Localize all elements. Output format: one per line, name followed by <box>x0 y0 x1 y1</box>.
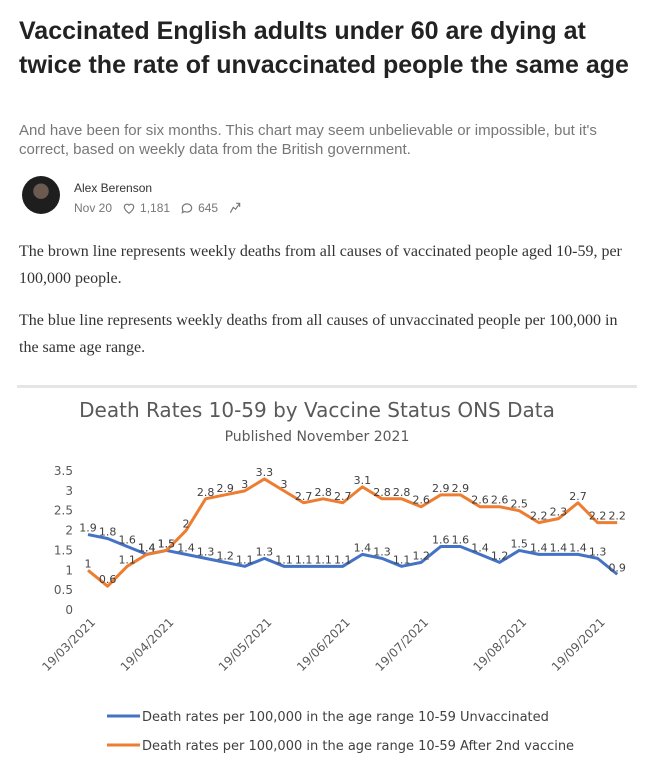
y-tick-label: 0 <box>65 603 73 617</box>
x-tick-label: 19/03/2021 <box>39 615 98 674</box>
chart-subtitle: Published November 2021 <box>225 429 410 445</box>
article-title: Vaccinated English adults under 60 are d… <box>19 17 629 79</box>
post-date: Nov 20 <box>74 201 113 215</box>
data-label: 3 <box>241 478 248 491</box>
data-label: 1.4 <box>530 541 548 554</box>
data-label: 1.1 <box>118 553 136 566</box>
like-icon[interactable] <box>122 201 136 215</box>
y-tick-label: 3 <box>65 484 73 498</box>
paragraph: The brown line represents weekly deaths … <box>19 243 622 287</box>
data-label: 2.2 <box>589 510 607 523</box>
author-name[interactable]: Alex Berenson <box>74 181 153 195</box>
data-label: 1.5 <box>158 537 176 550</box>
x-tick-label: 19/04/2021 <box>118 615 177 674</box>
data-label: 2.7 <box>334 490 352 503</box>
author-avatar[interactable] <box>22 176 60 214</box>
data-label: 1.5 <box>510 537 528 550</box>
series-line <box>87 533 619 576</box>
y-tick-label: 3.5 <box>54 464 73 478</box>
chart-top-border <box>17 385 637 388</box>
data-label: 2.2 <box>608 510 626 523</box>
post-meta: Nov 20 1,181 645 <box>74 201 242 215</box>
data-label: 1.3 <box>589 545 607 558</box>
data-label: 1.3 <box>373 545 391 558</box>
data-label: 2.5 <box>510 498 528 511</box>
data-label: 2.7 <box>569 490 587 503</box>
data-label: 2.8 <box>373 486 391 499</box>
paragraph: The blue line represents weekly deaths f… <box>19 312 618 356</box>
y-tick-label: 2.5 <box>54 504 73 518</box>
comment-count: 645 <box>198 201 219 215</box>
chart: Death Rates 10-59 by Vaccine Status ONS … <box>17 385 637 754</box>
data-label: 1.9 <box>79 522 97 535</box>
data-label: 2.9 <box>432 482 450 495</box>
data-label: 1.4 <box>569 541 587 554</box>
y-tick-label: 2 <box>65 524 73 538</box>
data-label: 3.3 <box>256 466 274 479</box>
data-label: 2.6 <box>412 494 430 507</box>
data-label: 2.8 <box>314 486 332 499</box>
data-label: 1.3 <box>197 545 215 558</box>
share-icon[interactable] <box>228 201 242 215</box>
y-tick-label: 0.5 <box>54 583 73 597</box>
data-label: 2.3 <box>550 506 568 519</box>
data-label: 2.8 <box>393 486 411 499</box>
data-label: 2.8 <box>197 486 215 499</box>
data-label: 1 <box>85 557 92 570</box>
x-tick-label: 19/06/2021 <box>294 615 353 674</box>
data-label: 1.4 <box>138 541 156 554</box>
y-tick-label: 1 <box>65 563 73 577</box>
x-tick-label: 19/05/2021 <box>216 615 275 674</box>
data-label: 2.9 <box>452 482 470 495</box>
data-label: 2 <box>183 518 190 531</box>
data-label: 2.7 <box>295 490 313 503</box>
data-label: 1.4 <box>138 541 156 554</box>
data-label: 2.9 <box>216 482 234 495</box>
data-label: 2.6 <box>471 494 489 507</box>
x-tick-label: 19/09/2021 <box>549 615 608 674</box>
data-label: 1.1 <box>334 553 352 566</box>
data-label: 2.6 <box>491 494 509 507</box>
data-label: 1.4 <box>177 541 195 554</box>
legend-label: Death rates per 100,000 in the age range… <box>142 739 574 754</box>
data-label: 1.8 <box>99 526 117 539</box>
data-label: 1.6 <box>452 533 470 546</box>
data-label: 1.1 <box>275 553 293 566</box>
data-label: 1.4 <box>550 541 568 554</box>
data-label: 0.9 <box>608 561 626 574</box>
data-label: 1.4 <box>471 541 489 554</box>
like-count: 1,181 <box>140 201 171 215</box>
data-label: 1.2 <box>216 549 234 562</box>
comment-icon[interactable] <box>180 201 194 215</box>
data-label: 3 <box>281 478 288 491</box>
x-tick-label: 19/07/2021 <box>373 615 432 674</box>
y-tick-label: 1.5 <box>54 543 73 557</box>
data-label: 1.6 <box>118 533 136 546</box>
x-tick-label: 19/08/2021 <box>471 615 530 674</box>
data-label: 0.6 <box>99 573 117 586</box>
chart-title: Death Rates 10-59 by Vaccine Status ONS … <box>79 398 555 422</box>
article-subtitle: And have been for six months. This chart… <box>19 122 597 158</box>
series-line <box>87 477 618 588</box>
data-label: 2.2 <box>530 510 548 523</box>
legend-label: Death rates per 100,000 in the age range… <box>142 710 549 725</box>
data-label: 1.1 <box>295 553 313 566</box>
data-label: 1.1 <box>314 553 332 566</box>
data-label: 1.1 <box>393 553 411 566</box>
data-label: 1.6 <box>432 533 450 546</box>
data-label: 3.1 <box>354 474 372 487</box>
data-label: 1.2 <box>412 549 430 562</box>
data-label: 1.1 <box>236 553 254 566</box>
data-label: 1.4 <box>354 541 372 554</box>
data-label: 1.2 <box>491 549 509 562</box>
data-label: 1.3 <box>256 545 274 558</box>
